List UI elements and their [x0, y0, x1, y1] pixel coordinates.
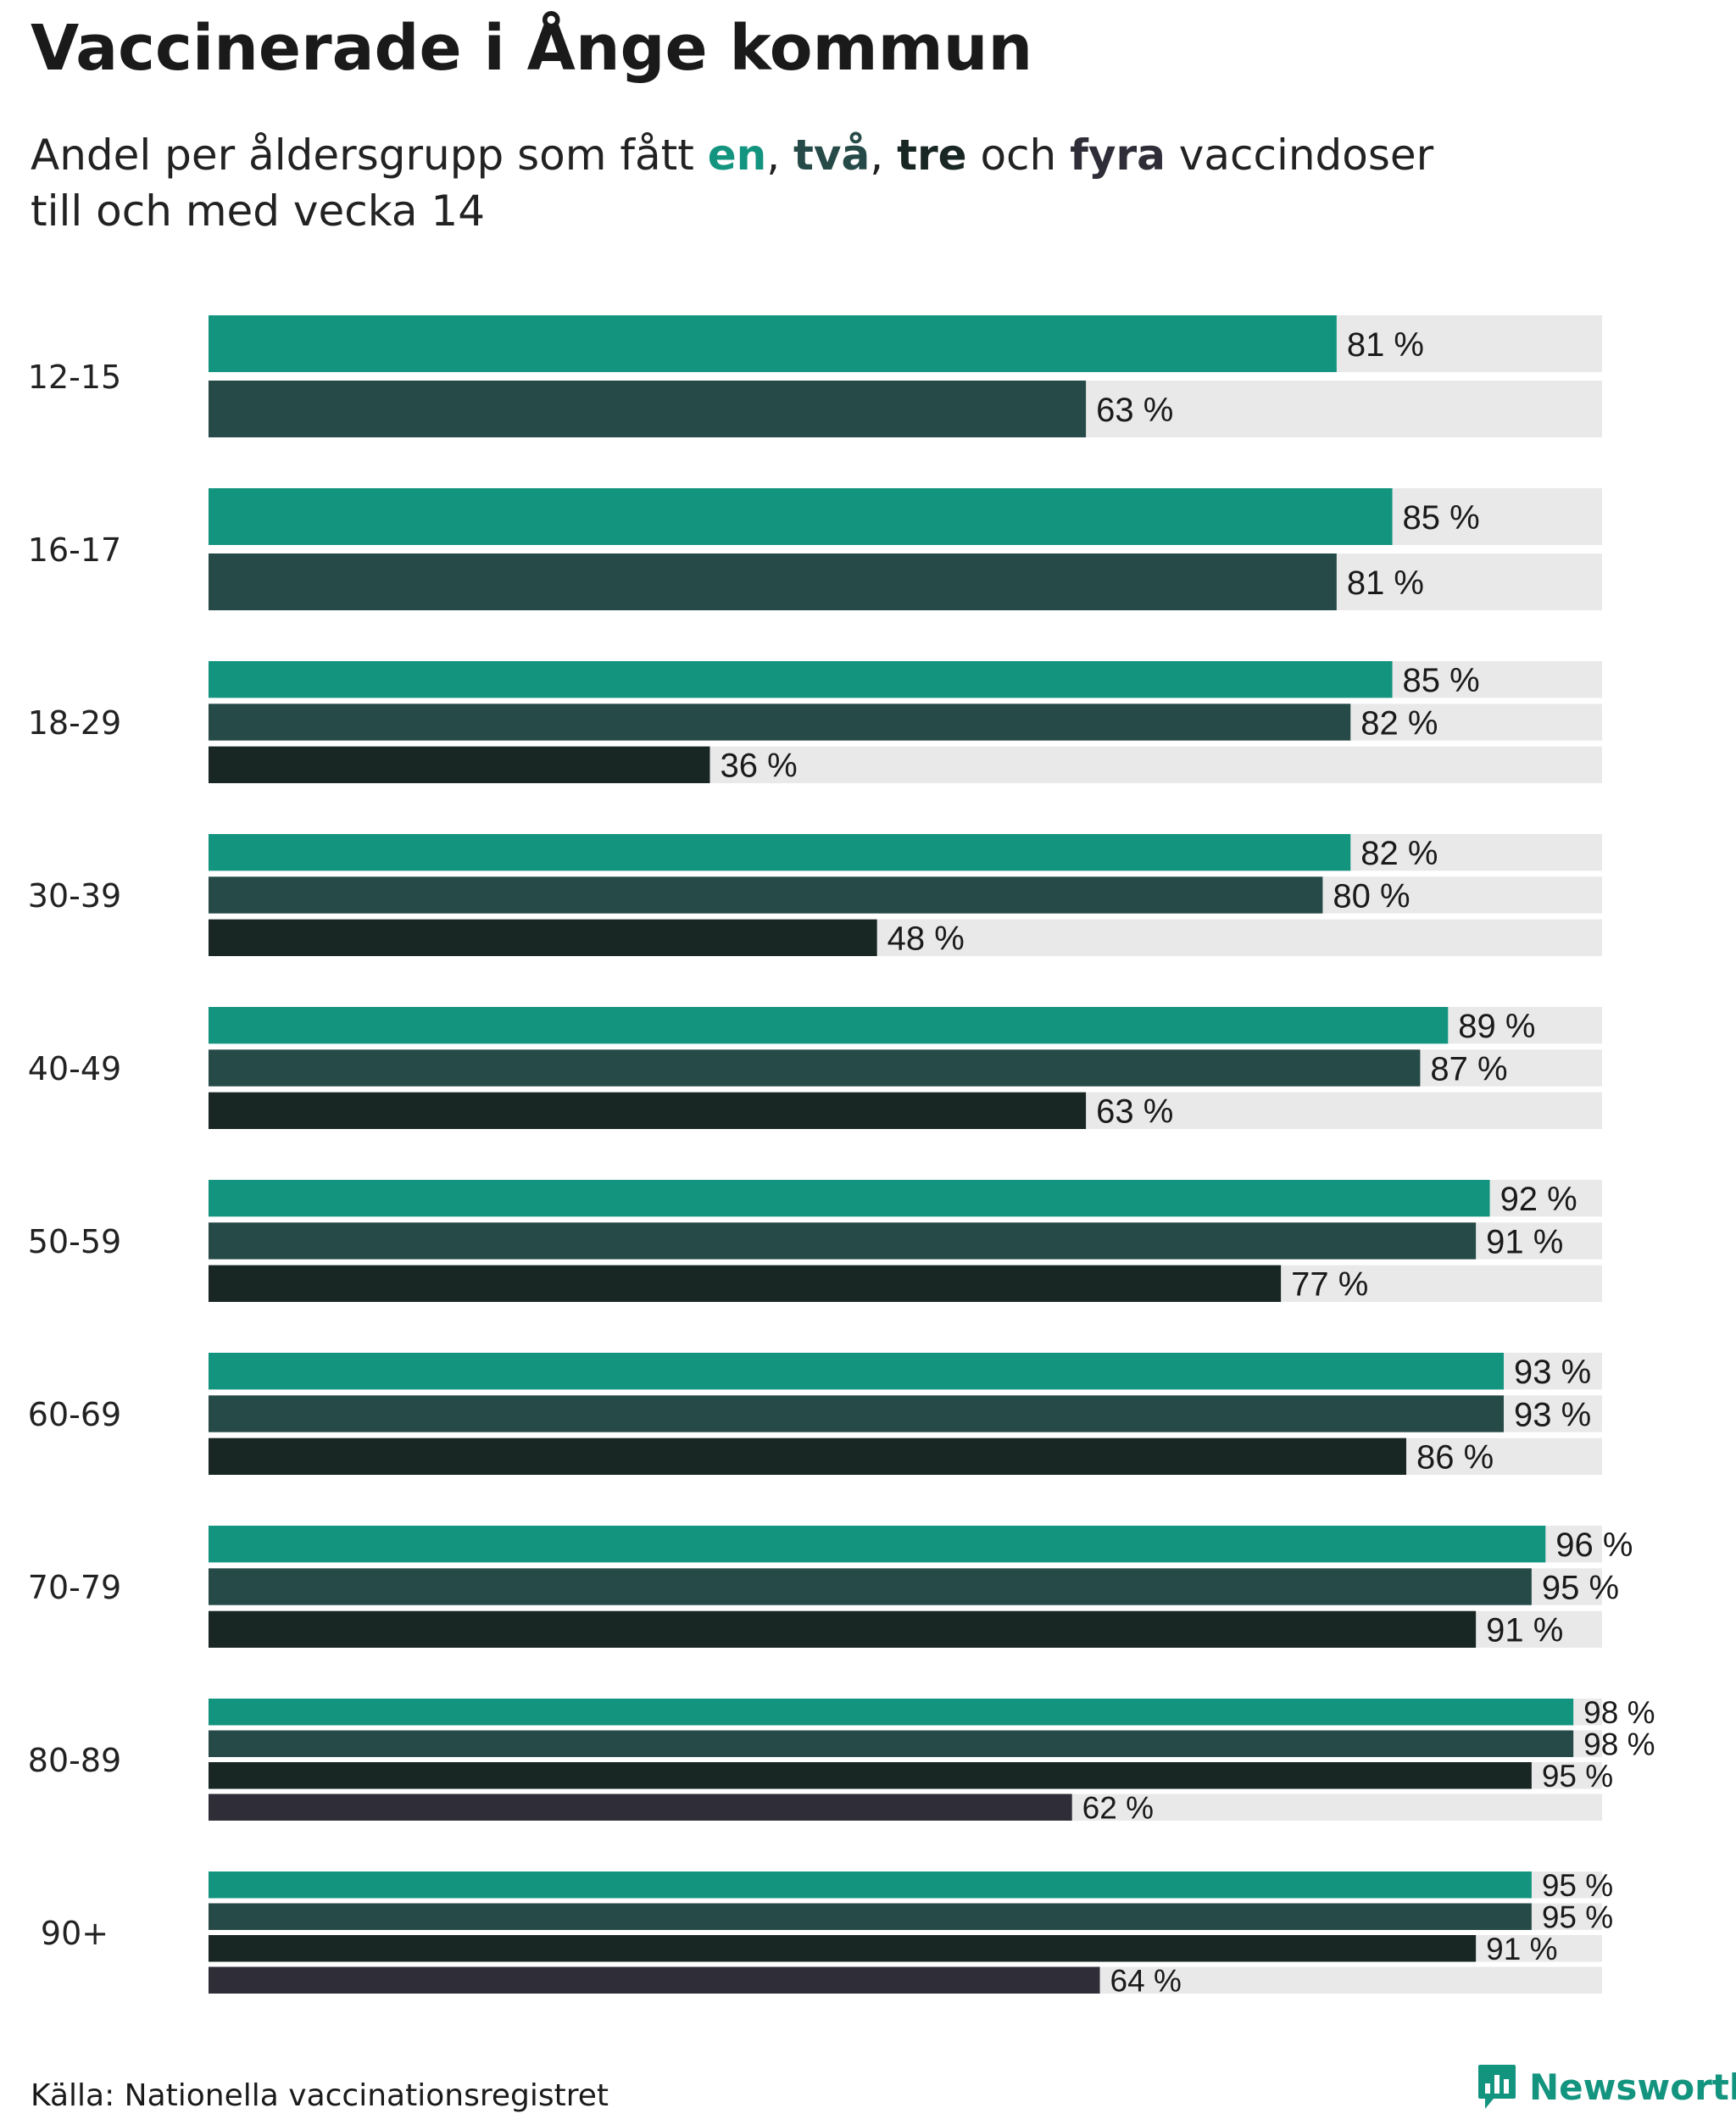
brand-name: Newsworthy — [1529, 2066, 1736, 2108]
data-label: 36 % — [720, 748, 797, 785]
category-label: 16-17 — [28, 531, 121, 569]
bar-dose-1 — [209, 1180, 1490, 1217]
data-label: 95 % — [1542, 1759, 1613, 1794]
bar-dose-2 — [209, 553, 1337, 610]
bar-dose-3 — [209, 1265, 1282, 1302]
data-label: 64 % — [1110, 1964, 1182, 1999]
category-label: 50-59 — [28, 1223, 121, 1260]
subtitle-text-pre: Andel per åldersgrupp som fått — [31, 131, 708, 180]
data-label: 81 % — [1347, 565, 1424, 602]
data-label: 85 % — [1403, 662, 1480, 699]
data-label: 85 % — [1403, 499, 1480, 537]
bar-dose-2 — [209, 876, 1323, 914]
legend-dose-4: fyra — [1070, 131, 1166, 180]
bar-dose-4 — [209, 1794, 1072, 1821]
data-label: 93 % — [1514, 1396, 1591, 1433]
brand-logo: Newsworthy — [1477, 2063, 1736, 2111]
data-label: 91 % — [1486, 1932, 1557, 1966]
bar-dose-2 — [209, 1568, 1532, 1605]
newsworthy-logo-icon — [1478, 2065, 1516, 2109]
data-label: 98 % — [1583, 1695, 1655, 1730]
data-label: 77 % — [1291, 1266, 1368, 1304]
bar-dose-1 — [209, 488, 1393, 545]
chart-subtitle: Andel per åldersgrupp som fått en, två, … — [31, 127, 1433, 239]
bar-dose-2 — [209, 1049, 1421, 1087]
bar-dose-2 — [209, 1222, 1477, 1260]
data-label: 48 % — [887, 920, 965, 958]
category-label: 18-29 — [28, 704, 121, 742]
bar-dose-2 — [209, 1903, 1532, 1930]
bar-dose-1 — [209, 834, 1351, 871]
bar-dose-1 — [209, 315, 1337, 372]
bar-dose-1 — [209, 1872, 1532, 1899]
data-label: 92 % — [1500, 1181, 1577, 1218]
category-label: 40-49 — [28, 1050, 121, 1087]
data-label: 95 % — [1542, 1868, 1613, 1903]
data-label: 82 % — [1360, 835, 1438, 872]
data-label: 89 % — [1458, 1008, 1535, 1045]
data-label: 63 % — [1096, 1093, 1173, 1131]
data-label: 63 % — [1096, 392, 1173, 429]
bar-dose-2 — [209, 704, 1351, 741]
bar-dose-1 — [209, 1526, 1546, 1563]
category-label: 80-89 — [28, 1742, 121, 1779]
bar-dose-3 — [209, 1438, 1406, 1475]
legend-dose-3: tre — [897, 131, 967, 180]
data-label: 98 % — [1583, 1727, 1655, 1762]
bar-dose-3 — [209, 1610, 1477, 1648]
subtitle-sep-2: , — [870, 131, 898, 180]
bar-chart: 12-15 81 % 63 % 16-17 85 % 81 % 18-29 85 % 82 % 3… — [28, 315, 1655, 1999]
bar-dose-3 — [209, 746, 710, 783]
bar-dose-1 — [209, 1007, 1449, 1044]
bar-dose-4 — [209, 1966, 1100, 1994]
bar-dose-1 — [209, 661, 1393, 698]
bar-dose-2 — [209, 381, 1087, 437]
data-label: 93 % — [1514, 1354, 1591, 1391]
bar-dose-1 — [209, 1699, 1574, 1726]
data-label: 91 % — [1486, 1223, 1563, 1260]
bar-dose-3 — [209, 1935, 1477, 1962]
subtitle-sep-1: , — [766, 131, 794, 180]
category-label: 12-15 — [28, 359, 121, 396]
bar-dose-2 — [209, 1730, 1574, 1757]
bar-dose-3 — [209, 919, 877, 956]
bar-dose-3 — [209, 1762, 1532, 1789]
data-label: 91 % — [1486, 1612, 1563, 1649]
bar-dose-3 — [209, 1092, 1087, 1129]
bar-dose-2 — [209, 1395, 1505, 1432]
category-label: 70-79 — [28, 1569, 121, 1606]
chart-title: Vaccinerade i Ånge kommun — [31, 12, 1033, 85]
subtitle-line-1: Andel per åldersgrupp som fått en, två, … — [31, 127, 1433, 183]
data-label: 82 % — [1360, 704, 1438, 742]
data-label: 80 % — [1333, 877, 1410, 915]
data-label: 96 % — [1555, 1527, 1633, 1564]
category-label: 30-39 — [28, 877, 121, 915]
data-label: 95 % — [1542, 1900, 1613, 1935]
legend-dose-1: en — [707, 131, 767, 180]
data-label: 86 % — [1416, 1439, 1494, 1477]
data-label: 95 % — [1542, 1569, 1619, 1606]
source-note: Källa: Nationella vaccinationsregistret — [31, 2078, 609, 2113]
subtitle-line-2: till och med vecka 14 — [31, 186, 486, 236]
data-label: 87 % — [1430, 1050, 1507, 1087]
category-label: 60-69 — [28, 1396, 121, 1433]
data-label: 81 % — [1347, 326, 1424, 364]
bar-dose-1 — [209, 1353, 1505, 1390]
data-label: 62 % — [1082, 1791, 1154, 1826]
legend-dose-2: två — [793, 131, 871, 180]
subtitle-text-post: vaccindoser — [1165, 131, 1434, 180]
subtitle-sep-3: och — [966, 131, 1071, 180]
category-label: 90+ — [41, 1915, 108, 1952]
